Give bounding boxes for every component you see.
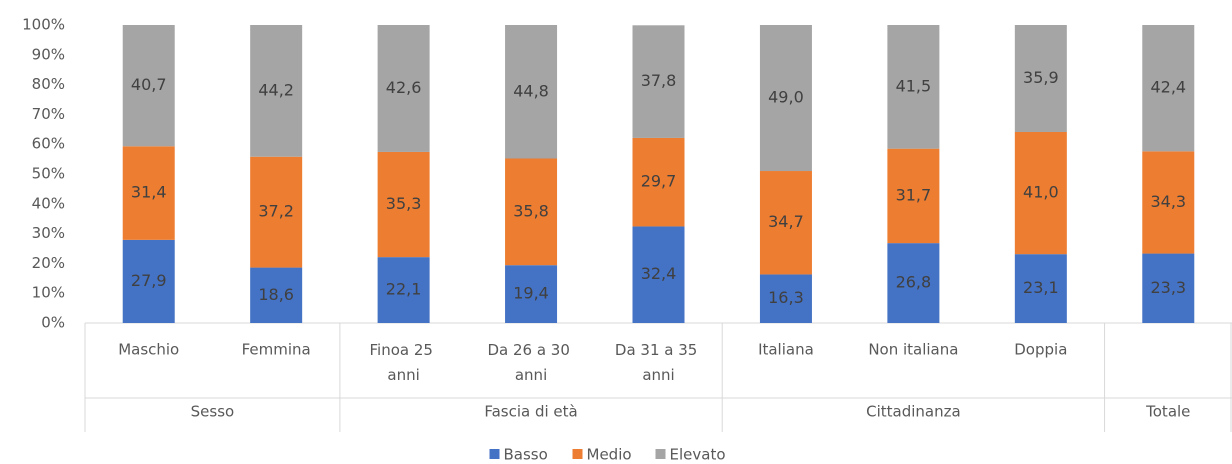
data-label: 32,4 xyxy=(641,264,677,283)
group-label: Cittadinanza xyxy=(866,403,961,421)
data-label: 29,7 xyxy=(641,172,677,191)
y-tick-label: 100% xyxy=(22,16,65,34)
legend-swatch xyxy=(489,449,500,459)
x-tick-label-line: Da 31 a 35 xyxy=(615,341,702,359)
data-label: 34,7 xyxy=(768,212,804,231)
legend-swatch xyxy=(572,449,583,459)
x-tick-label-line: anni xyxy=(642,366,674,384)
x-tick-label-line: anni xyxy=(515,366,547,384)
data-label: 35,9 xyxy=(1023,68,1059,87)
y-tick-label: 80% xyxy=(32,75,65,93)
y-tick-label: 90% xyxy=(32,45,65,63)
bar-segment xyxy=(1142,253,1195,323)
data-label: 42,6 xyxy=(386,78,422,97)
bar-segment xyxy=(887,25,940,149)
data-label: 26,8 xyxy=(896,273,932,292)
bar-segment xyxy=(377,257,430,323)
legend-label: Basso xyxy=(504,446,548,464)
bar-segment xyxy=(505,25,558,159)
y-tick-label: 50% xyxy=(32,165,65,183)
data-label: 44,8 xyxy=(513,81,549,100)
x-tick-label-line: Da 26 a 30 xyxy=(487,341,574,359)
y-tick-label: 20% xyxy=(32,254,65,272)
data-label: 40,7 xyxy=(131,75,167,94)
legend-label: Medio xyxy=(587,446,632,464)
bar-segment xyxy=(250,156,303,268)
x-tick-label: Da 26 a 30 anni xyxy=(487,341,574,384)
data-label: 41,0 xyxy=(1023,183,1059,202)
bar-segment xyxy=(1014,131,1067,255)
legend-label: Elevato xyxy=(670,446,726,464)
y-tick-label: 10% xyxy=(32,284,65,302)
y-tick-label: 0% xyxy=(41,314,65,332)
bar-segment xyxy=(632,226,685,323)
data-label: 22,1 xyxy=(386,280,422,299)
data-label: 27,9 xyxy=(131,271,167,290)
x-tick-label: Italiana xyxy=(758,341,814,359)
bar-segment xyxy=(122,239,175,323)
bar-segment xyxy=(1142,25,1195,152)
data-label: 37,2 xyxy=(258,202,294,221)
y-tick-label: 40% xyxy=(32,194,65,212)
data-label: 49,0 xyxy=(768,88,804,107)
bar-segment xyxy=(122,25,175,147)
data-label: 34,3 xyxy=(1150,192,1186,211)
data-label: 44,2 xyxy=(258,80,294,99)
bar-segment xyxy=(1142,151,1195,254)
bar-segment xyxy=(122,146,175,240)
bar-segment xyxy=(250,267,303,323)
data-label: 19,4 xyxy=(513,284,549,303)
data-label: 37,8 xyxy=(641,71,677,90)
bar-segment xyxy=(505,265,558,323)
data-label: 35,3 xyxy=(386,194,422,213)
x-tick-label: Finoa 25 anni xyxy=(370,341,438,384)
data-label: 16,3 xyxy=(768,288,804,307)
bar-segment xyxy=(632,137,685,227)
bar-segment xyxy=(377,151,430,258)
bar-segment xyxy=(759,171,812,275)
bar-segment xyxy=(505,158,558,266)
bar-segment xyxy=(250,25,303,157)
bar-segment xyxy=(632,25,685,138)
group-label: Totale xyxy=(1145,403,1190,421)
x-tick-label: Doppia xyxy=(1014,341,1067,359)
y-tick-label: 30% xyxy=(32,224,65,242)
data-label: 41,5 xyxy=(896,76,932,95)
y-tick-label: 70% xyxy=(32,105,65,123)
x-tick-label: Non italiana xyxy=(868,341,958,359)
data-label: 23,3 xyxy=(1150,278,1186,297)
y-tick-label: 60% xyxy=(32,135,65,153)
bar-segment xyxy=(887,148,940,244)
bar-segment xyxy=(1014,254,1067,323)
x-tick-label-line: Finoa 25 xyxy=(370,341,438,359)
x-tick-label: Femmina xyxy=(242,341,311,359)
x-tick-label: Da 31 a 35 anni xyxy=(615,341,702,384)
bar-segment xyxy=(759,25,812,172)
x-tick-label-line: anni xyxy=(387,366,419,384)
bar-segment xyxy=(759,274,812,323)
data-label: 23,1 xyxy=(1023,278,1059,297)
x-tick-label: Maschio xyxy=(118,341,179,359)
legend-swatch xyxy=(655,449,666,459)
data-label: 18,6 xyxy=(258,285,294,304)
bar-segment xyxy=(887,243,940,323)
data-label: 31,4 xyxy=(131,183,167,202)
bar-segment xyxy=(1014,25,1067,132)
bar-segment xyxy=(377,25,430,152)
data-label: 31,7 xyxy=(896,185,932,204)
data-label: 35,8 xyxy=(513,201,549,220)
group-label: Fascia di età xyxy=(484,403,577,421)
data-label: 42,4 xyxy=(1150,78,1186,97)
group-label: Sesso xyxy=(191,403,235,421)
